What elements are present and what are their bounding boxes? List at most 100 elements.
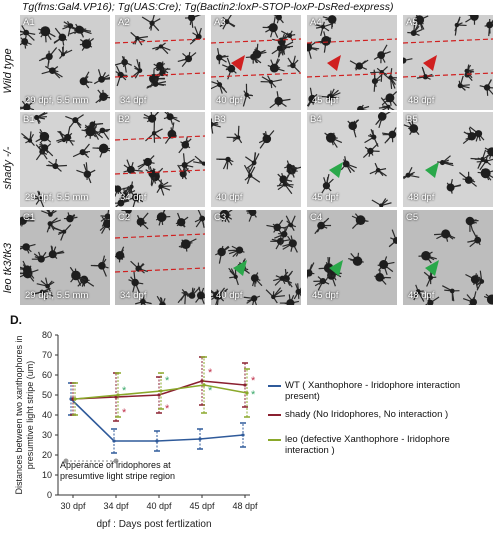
y-tick-label: 70	[42, 350, 52, 360]
y-axis-label: Distances between two xanthophores inpre…	[14, 335, 35, 494]
pigment-cells-image	[211, 118, 301, 195]
panel-caption: 29 dpf, 5.5 mm	[25, 192, 89, 203]
micrograph-panel-b1: B1 29 dpf, 5.5 mm	[20, 112, 110, 207]
chart-annotation: Apperance of iridophores at presumtive l…	[60, 460, 176, 481]
significance-star: *	[208, 385, 213, 397]
micrograph-panel-a3: A3 40 dpf	[211, 15, 301, 110]
micrograph-panel-a2: A2 34 dpf	[115, 15, 205, 110]
pigment-cells-image	[115, 210, 205, 305]
panel-id-label: B3	[214, 114, 226, 125]
panel-caption: 45 dpf	[312, 192, 339, 203]
data-point	[112, 439, 116, 443]
data-point	[116, 393, 120, 397]
panel-caption: 34 dpf	[120, 290, 147, 301]
panel-caption: 48 dpf	[408, 290, 435, 301]
y-tick-label: 30	[42, 430, 52, 440]
pigment-cells-image	[115, 112, 205, 207]
y-tick-label: 20	[42, 450, 52, 460]
micrograph-panel-c3: C3 40 dpf	[211, 210, 301, 305]
x-tick-label: 45 dpf	[189, 501, 215, 511]
panel-id-label: A3	[214, 17, 226, 28]
panel-caption: 48 dpf	[408, 95, 435, 106]
data-point	[245, 391, 249, 395]
micrograph-panel-b4: B4 45 dpf	[307, 112, 397, 207]
micrograph-panel-c1: C1 29 dpf, 5.5 mm	[20, 210, 110, 305]
y-tick-label: 80	[42, 330, 52, 340]
pigment-cells-image	[20, 21, 110, 110]
y-tick-label: 0	[47, 490, 52, 500]
legend-swatch	[268, 439, 281, 441]
significance-star: *	[122, 407, 127, 419]
panel-id-label: B4	[310, 114, 322, 125]
micrograph-panel-a1: A1 29 dpf, 5.5 mm	[20, 15, 110, 110]
significance-star: *	[165, 375, 170, 387]
x-tick-label: 34 dpf	[103, 501, 129, 511]
panel-id-label: C2	[118, 212, 131, 223]
pigment-cells-image	[403, 15, 493, 96]
micrograph-panel-b5: B5 48 dpf	[403, 112, 493, 207]
series-line-0	[70, 398, 244, 442]
x-tick-label: 30 dpf	[60, 501, 86, 511]
series-line-2	[74, 384, 248, 400]
data-point	[157, 393, 161, 397]
green-arrowhead-icon	[425, 162, 439, 178]
legend-entry: shady (No Iridophores, No interaction )	[285, 409, 449, 420]
row-label-shady: shady -/-	[2, 146, 14, 190]
panel-id-label: A4	[310, 17, 322, 28]
pigment-cells-image	[115, 15, 205, 89]
y-tick-label: 50	[42, 390, 52, 400]
green-arrowhead-icon	[329, 162, 343, 178]
pigment-cells-image	[211, 15, 301, 109]
red-arrowhead-icon	[231, 55, 245, 71]
row-label-wild-type: Wild type	[2, 48, 14, 94]
x-axis-label: dpf : Days post fertlization	[96, 519, 211, 530]
legend-swatch	[268, 385, 281, 387]
pigment-cells-image	[412, 216, 493, 305]
series-line-1	[72, 380, 246, 400]
significance-star: *	[208, 367, 213, 379]
data-point	[69, 397, 73, 401]
data-point	[241, 433, 245, 437]
legend-entry: WT ( Xanthophore - Iridophore interactio…	[285, 380, 461, 402]
panel-id-label: A1	[23, 17, 35, 28]
micrograph-panel-b3: B3 40 dpf	[211, 112, 301, 207]
panel-id-label: C1	[23, 212, 36, 223]
panel-id-label: C4	[310, 212, 323, 223]
data-point	[200, 379, 204, 383]
significance-star: *	[165, 403, 170, 415]
panel-id-label: A5	[406, 17, 418, 28]
micrograph-panel-a4: A4 45 dpf	[307, 15, 397, 110]
chart-panel-label: D.	[10, 313, 22, 327]
figure-title: Tg(fms:Gal4.VP16); Tg(UAS:Cre); Tg(Bacti…	[22, 1, 394, 13]
panel-id-label: B2	[118, 114, 130, 125]
panel-caption: 29 dpf, 5.5 mm	[25, 290, 89, 301]
data-point	[159, 389, 163, 393]
panel-caption: 45 dpf	[312, 290, 339, 301]
x-tick-label: 48 dpf	[232, 501, 258, 511]
pigment-cells-image	[321, 112, 397, 207]
micrograph-panel-c4: C4 45 dpf	[307, 210, 397, 305]
y-tick-label: 60	[42, 370, 52, 380]
data-point	[198, 437, 202, 441]
y-tick-label: 10	[42, 470, 52, 480]
green-arrowhead-icon	[329, 260, 343, 276]
panel-caption: 29 dpf, 5.5 mm	[25, 95, 89, 106]
significance-star: *	[122, 385, 127, 397]
data-point	[71, 397, 75, 401]
pigment-cells-image	[307, 15, 397, 110]
legend-entry: leo (defective Xanthophore - Iridophore …	[285, 434, 450, 456]
micrograph-panel-c5: C5 48 dpf	[403, 210, 493, 305]
micrograph-panel-c2: C2 34 dpf	[115, 210, 205, 305]
green-arrowhead-icon	[233, 260, 247, 276]
panel-caption: 34 dpf	[120, 95, 147, 106]
legend-swatch	[268, 414, 281, 416]
panel-caption: 40 dpf	[216, 192, 243, 203]
panel-id-label: A2	[118, 17, 130, 28]
panel-id-label: C3	[214, 212, 227, 223]
panel-id-label: C5	[406, 212, 419, 223]
pigment-cells-image	[211, 210, 301, 305]
pigment-cells-image	[403, 118, 493, 194]
panel-caption: 40 dpf	[216, 290, 243, 301]
panel-id-label: B1	[23, 114, 35, 125]
panel-caption: 40 dpf	[216, 95, 243, 106]
